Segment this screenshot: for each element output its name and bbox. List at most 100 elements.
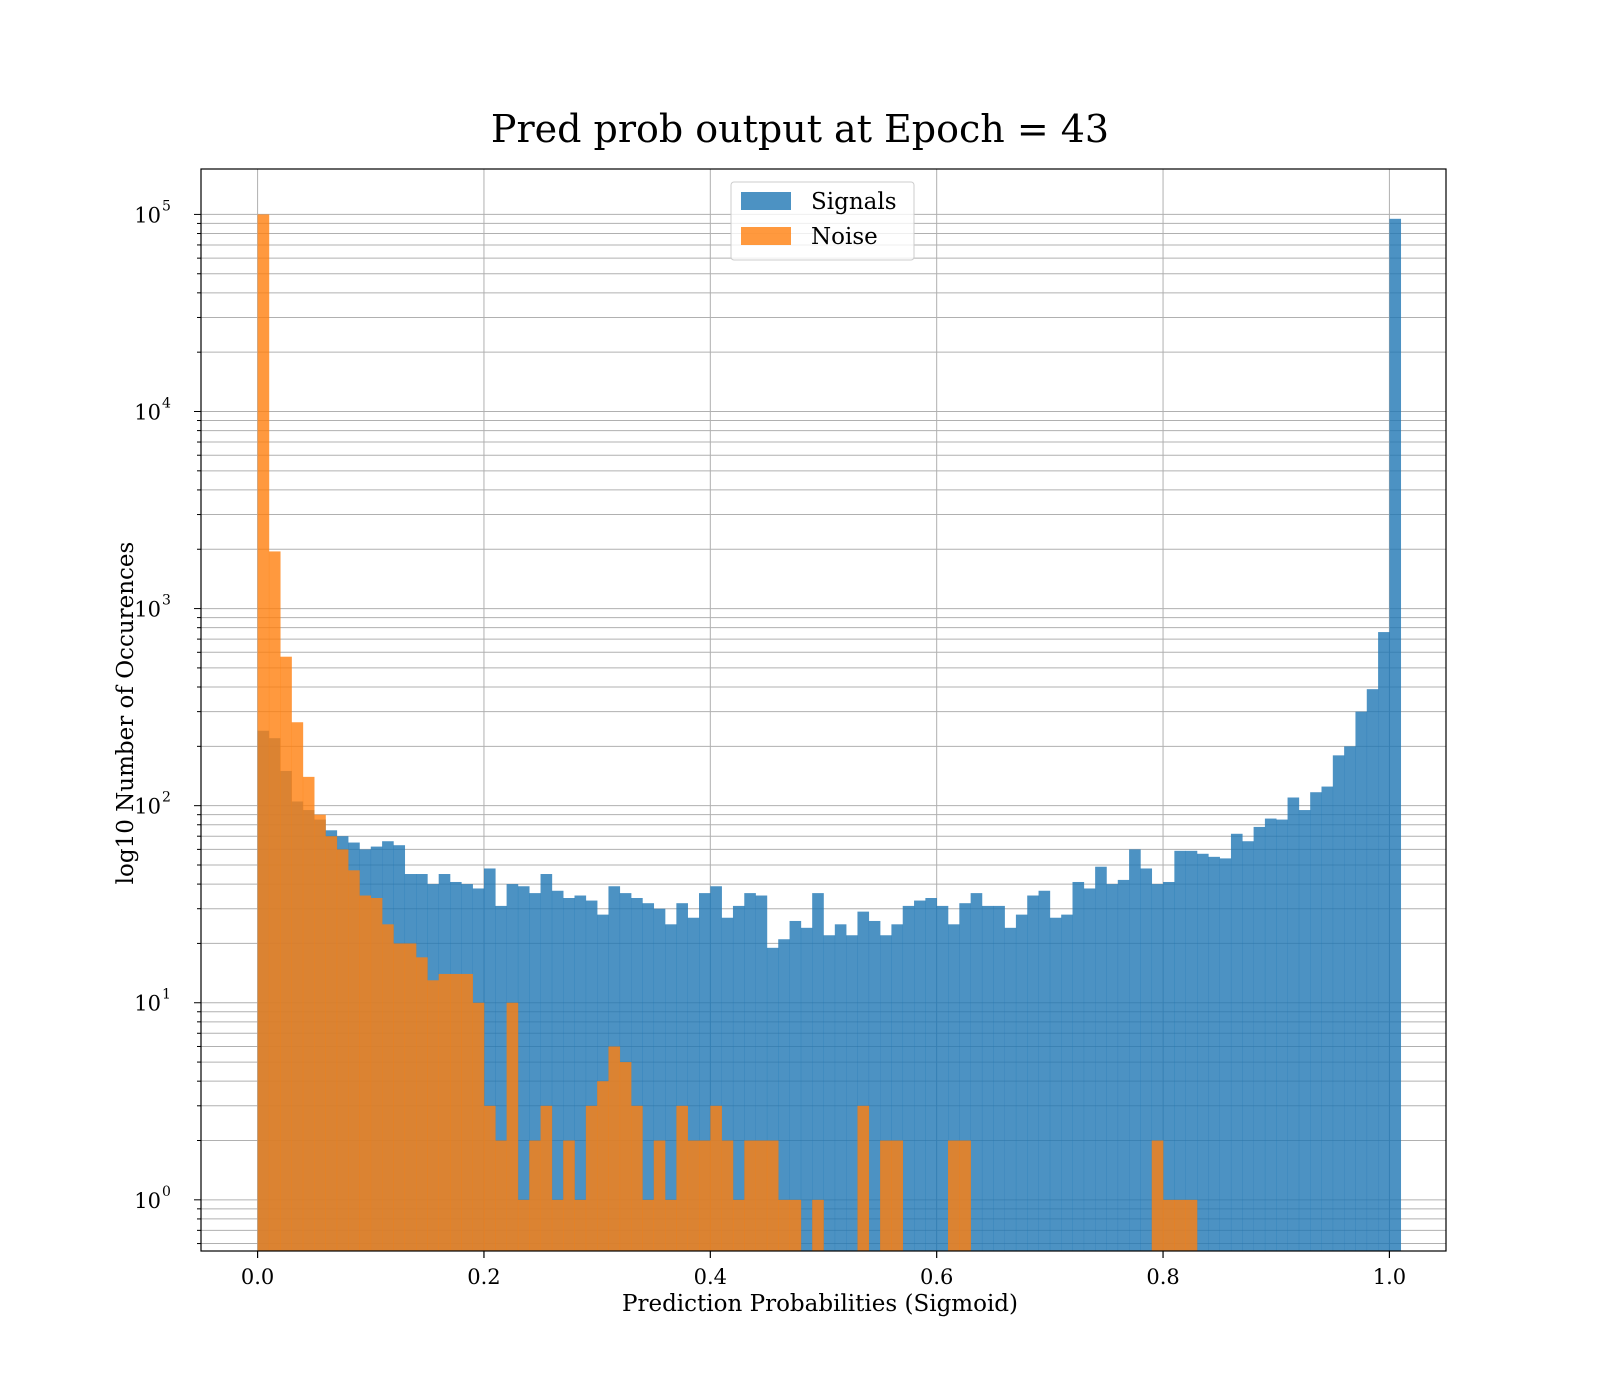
bar-signals xyxy=(1197,853,1209,1251)
bar-noise xyxy=(585,1105,598,1251)
plot-area-frame xyxy=(200,168,1447,1252)
legend-label-signals: Signals xyxy=(811,189,897,215)
y-tick-exponent: 0 xyxy=(162,1184,171,1200)
bar-noise xyxy=(574,1199,587,1251)
bar-noise xyxy=(710,1105,722,1251)
x-tick-label: 0.0 xyxy=(241,1265,274,1289)
bar-signals xyxy=(778,939,790,1251)
bars xyxy=(257,214,1402,1251)
bar-noise xyxy=(778,1199,790,1251)
legend-swatch-noise xyxy=(741,227,791,245)
bar-noise xyxy=(336,849,349,1251)
bar-signals xyxy=(868,920,881,1251)
bar-signals xyxy=(936,905,949,1251)
bar-noise xyxy=(699,1140,711,1251)
bar-signals xyxy=(970,893,983,1251)
bar-signals xyxy=(846,935,858,1251)
bar-noise xyxy=(619,1062,632,1251)
bar-noise xyxy=(325,836,338,1251)
bar-signals xyxy=(880,935,892,1251)
bar-noise xyxy=(450,973,462,1251)
bar-signals xyxy=(563,898,575,1251)
bar-noise xyxy=(540,1105,553,1251)
bar-signals xyxy=(631,898,643,1251)
bar-noise xyxy=(257,214,270,1251)
legend-swatch-signals xyxy=(741,192,791,210)
bar-noise xyxy=(314,814,326,1251)
bar-signals xyxy=(959,903,971,1251)
bar-signals xyxy=(1083,888,1096,1251)
bar-signals xyxy=(642,903,655,1251)
y-tick-exponent: 3 xyxy=(162,593,171,609)
bar-signals xyxy=(925,898,937,1251)
bar-noise xyxy=(563,1140,575,1251)
bar-signals xyxy=(1310,792,1322,1251)
bar-signals xyxy=(585,900,598,1251)
bar-noise xyxy=(438,973,451,1251)
bar-noise xyxy=(506,1002,519,1251)
bar-signals xyxy=(1072,881,1085,1251)
bar-signals xyxy=(551,890,564,1251)
bar-signals xyxy=(744,893,756,1251)
bar-noise xyxy=(291,722,304,1251)
bar-noise xyxy=(744,1140,756,1251)
bar-noise xyxy=(416,957,428,1251)
bar-signals xyxy=(812,893,824,1251)
bar-noise xyxy=(359,895,372,1251)
bar-signals xyxy=(891,924,904,1251)
y-tick-label: 10 xyxy=(134,598,161,622)
bar-signals xyxy=(665,924,677,1251)
y-tick-label: 10 xyxy=(134,400,161,424)
bar-noise xyxy=(483,1105,496,1251)
x-axis-label: Prediction Probabilities (Sigmoid) xyxy=(622,1291,1018,1317)
chart-title: Pred prob output at Epoch = 43 xyxy=(491,107,1109,151)
bar-signals xyxy=(1208,856,1220,1251)
bar-signals xyxy=(993,905,1005,1251)
y-tick-label: 10 xyxy=(134,203,161,227)
bar-noise xyxy=(1185,1199,1198,1251)
bar-signals xyxy=(483,868,496,1251)
bar-noise xyxy=(472,1002,485,1251)
bar-noise xyxy=(676,1105,688,1251)
bar-signals xyxy=(1230,833,1243,1251)
bar-signals xyxy=(1355,711,1368,1251)
bar-signals xyxy=(574,895,587,1251)
bar-signals xyxy=(540,874,553,1251)
bar-noise xyxy=(495,1140,507,1251)
legend: Signals Noise xyxy=(730,181,915,261)
bar-noise xyxy=(597,1081,609,1251)
bar-signals xyxy=(732,905,745,1251)
y-tick-label: 10 xyxy=(134,992,161,1016)
bar-signals xyxy=(1298,810,1311,1251)
bar-signals xyxy=(1264,818,1277,1251)
bar-noise xyxy=(631,1105,643,1251)
bar-signals xyxy=(789,920,802,1251)
y-tick-exponent: 1 xyxy=(162,987,171,1003)
x-tick-label: 1.0 xyxy=(1373,1265,1406,1289)
series-noise xyxy=(257,214,1198,1251)
x-tick-label: 0.2 xyxy=(467,1265,500,1289)
bar-signals xyxy=(721,917,734,1251)
bar-signals xyxy=(1332,755,1345,1251)
bar-signals xyxy=(1253,826,1266,1251)
bar-signals xyxy=(981,905,994,1251)
x-tick-label: 0.6 xyxy=(920,1265,953,1289)
bar-signals xyxy=(755,895,768,1251)
bar-signals xyxy=(1061,914,1073,1251)
bar-noise xyxy=(1151,1140,1164,1251)
bar-signals xyxy=(1276,819,1288,1251)
y-tick-exponent: 5 xyxy=(162,198,171,214)
bar-noise xyxy=(427,980,439,1251)
bar-signals xyxy=(676,903,688,1251)
bar-signals xyxy=(948,924,960,1251)
bar-noise xyxy=(857,1105,870,1251)
y-axis-label: log10 Number of Occurences xyxy=(113,542,139,885)
y-tick-exponent: 2 xyxy=(162,790,171,806)
bar-noise xyxy=(789,1199,802,1251)
y-tick-label: 10 xyxy=(134,795,161,819)
bar-signals xyxy=(800,927,813,1251)
bar-noise xyxy=(280,656,292,1251)
bar-noise xyxy=(393,943,406,1251)
bar-signals xyxy=(1185,850,1198,1251)
